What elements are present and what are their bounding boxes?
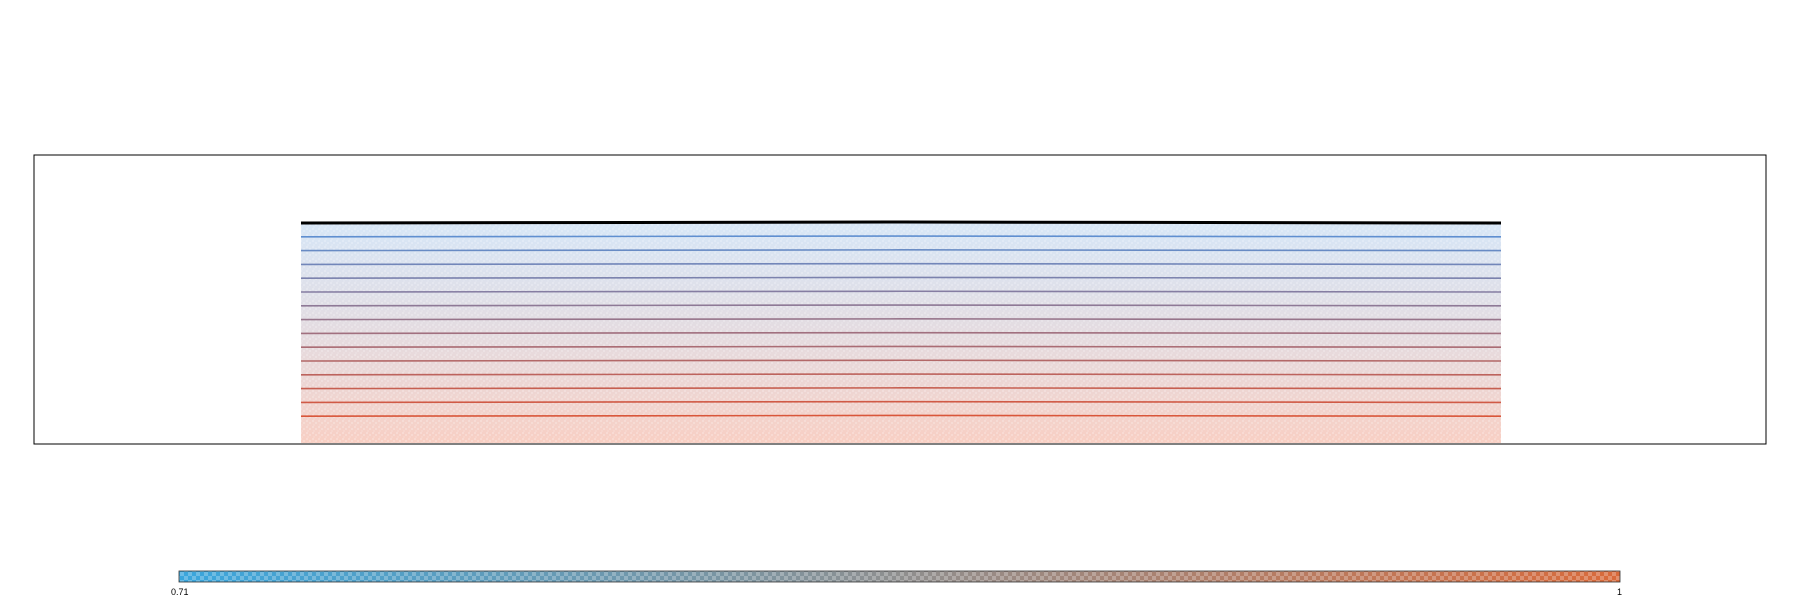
colorbar-checker [179, 571, 1620, 582]
layer-line [300, 262, 1502, 266]
layer-line [300, 318, 1502, 321]
layer-line [300, 331, 1502, 335]
colorbar-border [178, 570, 1621, 583]
layer-line [300, 400, 1502, 404]
domain-frame [33, 154, 1767, 445]
layer-lines [300, 220, 1502, 417]
colorbar-min-label: 0.71 [171, 587, 189, 597]
colorbar [178, 570, 1621, 583]
layer-line-top [300, 220, 1502, 225]
colorbar-max-label: 1 [1617, 587, 1623, 597]
layer-line [300, 359, 1502, 362]
layer-line [300, 304, 1502, 307]
layer-line [300, 373, 1502, 376]
layer-line [300, 276, 1502, 279]
layered-body [300, 220, 1502, 443]
layer-line [300, 387, 1502, 390]
layer-line [300, 249, 1502, 252]
layer-line [300, 235, 1502, 238]
layer-line [300, 345, 1502, 348]
layer-line [300, 290, 1502, 293]
layer-line [300, 414, 1502, 417]
